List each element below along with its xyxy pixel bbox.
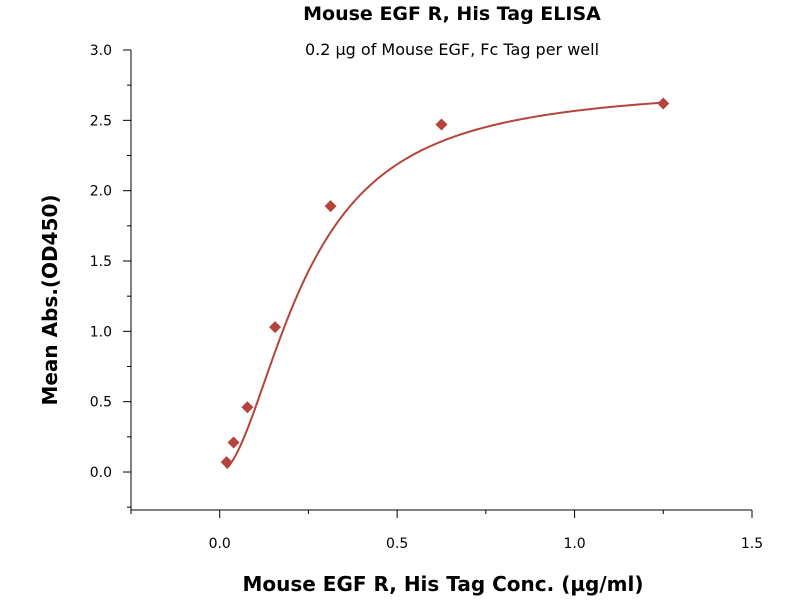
x-tick-label: 1.5 (741, 536, 763, 552)
y-tick-label: 1.0 (90, 324, 112, 340)
data-point (324, 200, 337, 213)
y-tick-label: 0.5 (90, 395, 112, 411)
x-tick-label: 0.5 (386, 536, 408, 552)
axes: 0.0 0.5 1.0 1.5 2.0 2.5 3.0 0.0 0.5 1.0 1.5 (90, 43, 763, 552)
data-point (657, 97, 670, 110)
y-tick-label: 1.5 (90, 254, 112, 270)
fit-curve (225, 101, 664, 470)
y-axis-label: Mean Abs.(OD450) (38, 194, 62, 405)
data-points-layer (220, 97, 670, 469)
data-point (241, 401, 254, 414)
data-point (269, 321, 282, 334)
x-axis-label: Mouse EGF R, His Tag Conc. (µg/ml) (242, 572, 643, 596)
data-point (227, 436, 240, 449)
data-point (220, 456, 233, 469)
x-tick-label: 0.0 (209, 536, 231, 552)
chart-title: Mouse EGF R, His Tag ELISA (303, 3, 601, 25)
y-tick-label: 3.0 (90, 43, 112, 59)
y-tick-label: 2.5 (90, 113, 112, 129)
fit-curve-layer (225, 101, 664, 470)
x-tick-label: 1.0 (563, 536, 585, 552)
y-tick-label: 0.0 (90, 465, 112, 481)
chart-subtitle: 0.2 µg of Mouse EGF, Fc Tag per well (305, 40, 599, 59)
y-tick-label: 2.0 (90, 184, 112, 200)
data-point (435, 118, 448, 131)
